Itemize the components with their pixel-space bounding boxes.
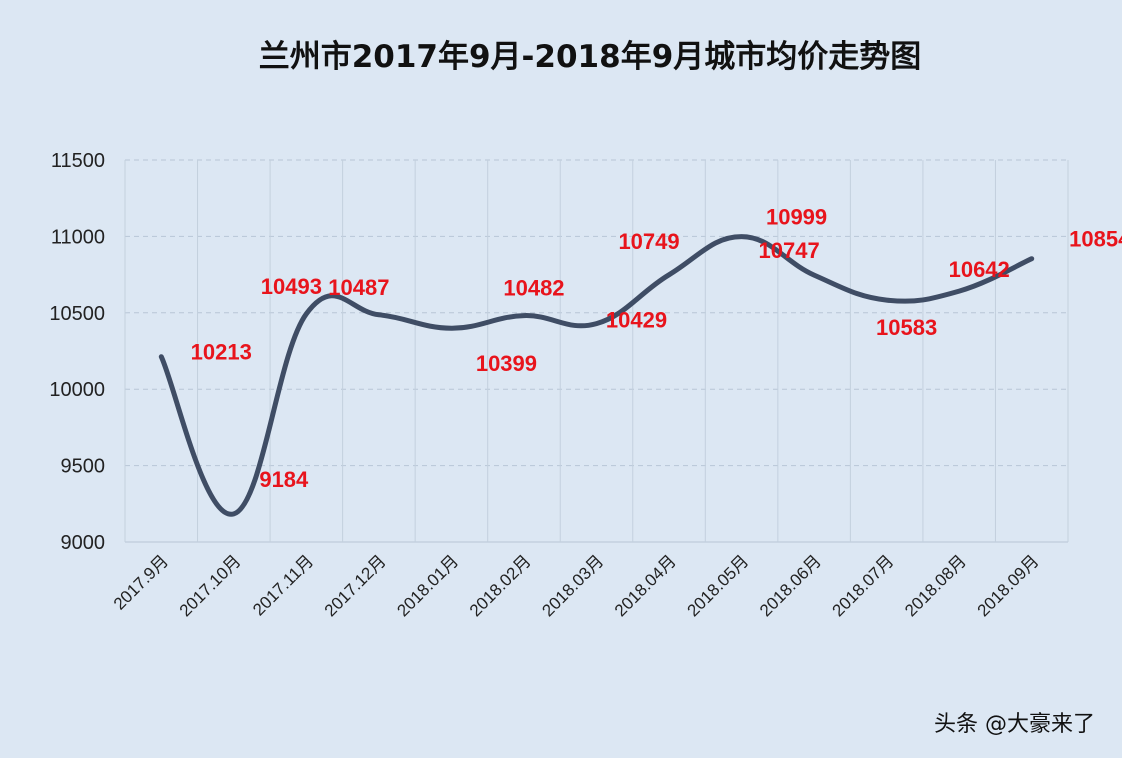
data-label: 10482 (503, 276, 564, 301)
x-tick-label: 2018.01月 (393, 551, 462, 620)
x-axis-ticks: 2017.9月 2017.10月 2017.11月 2017.12月 2018.01月 2… (110, 551, 1043, 620)
x-tick-label: 2017.10月 (176, 551, 245, 620)
y-tick-label: 9500 (61, 456, 106, 478)
x-tick-label: 2018.04月 (611, 551, 680, 620)
x-tick-label: 2018.06月 (756, 551, 825, 620)
y-tick-label: 10000 (49, 379, 105, 401)
data-label: 10642 (949, 257, 1010, 282)
chart-title: 兰州市2017年9月-2018年9月城市均价走势图 (259, 39, 922, 75)
x-tick-label: 2018.05月 (683, 551, 752, 620)
watermark: 头条 @大豪来了 (934, 712, 1095, 737)
data-label: 10583 (876, 315, 937, 340)
x-tick-label: 2017.11月 (249, 551, 317, 619)
data-label: 10487 (328, 275, 389, 300)
gridlines (124, 159, 1069, 543)
data-label: 10999 (766, 205, 827, 230)
x-tick-label: 2017.9月 (110, 551, 172, 613)
data-label: 10747 (759, 238, 820, 263)
y-tick-label: 11000 (51, 226, 105, 248)
series-line (158, 234, 1035, 517)
data-label: 10399 (476, 351, 537, 376)
data-label: 10429 (606, 308, 667, 333)
data-label: 10854 (1069, 227, 1122, 252)
x-tick-label: 2018.08月 (901, 551, 970, 620)
data-label: 10493 (261, 274, 322, 299)
x-tick-label: 2018.03月 (538, 551, 607, 620)
x-tick-label: 2018.09月 (974, 551, 1043, 620)
x-tick-label: 2018.02月 (466, 551, 535, 620)
x-tick-label: 2017.12月 (321, 551, 390, 620)
y-tick-label: 11500 (51, 150, 105, 172)
data-label: 10749 (618, 229, 679, 254)
x-tick-label: 2018.07月 (829, 551, 898, 620)
data-labels: 10213 9184 10493 10487 10399 10482 10429 10749 1… (191, 205, 1122, 492)
y-tick-label: 10500 (49, 303, 105, 325)
data-label: 10213 (191, 340, 252, 365)
y-axis-ticks: 9000 9500 10000 10500 11000 11500 (49, 150, 105, 554)
y-tick-label: 9000 (61, 532, 106, 554)
data-label: 9184 (259, 467, 309, 492)
